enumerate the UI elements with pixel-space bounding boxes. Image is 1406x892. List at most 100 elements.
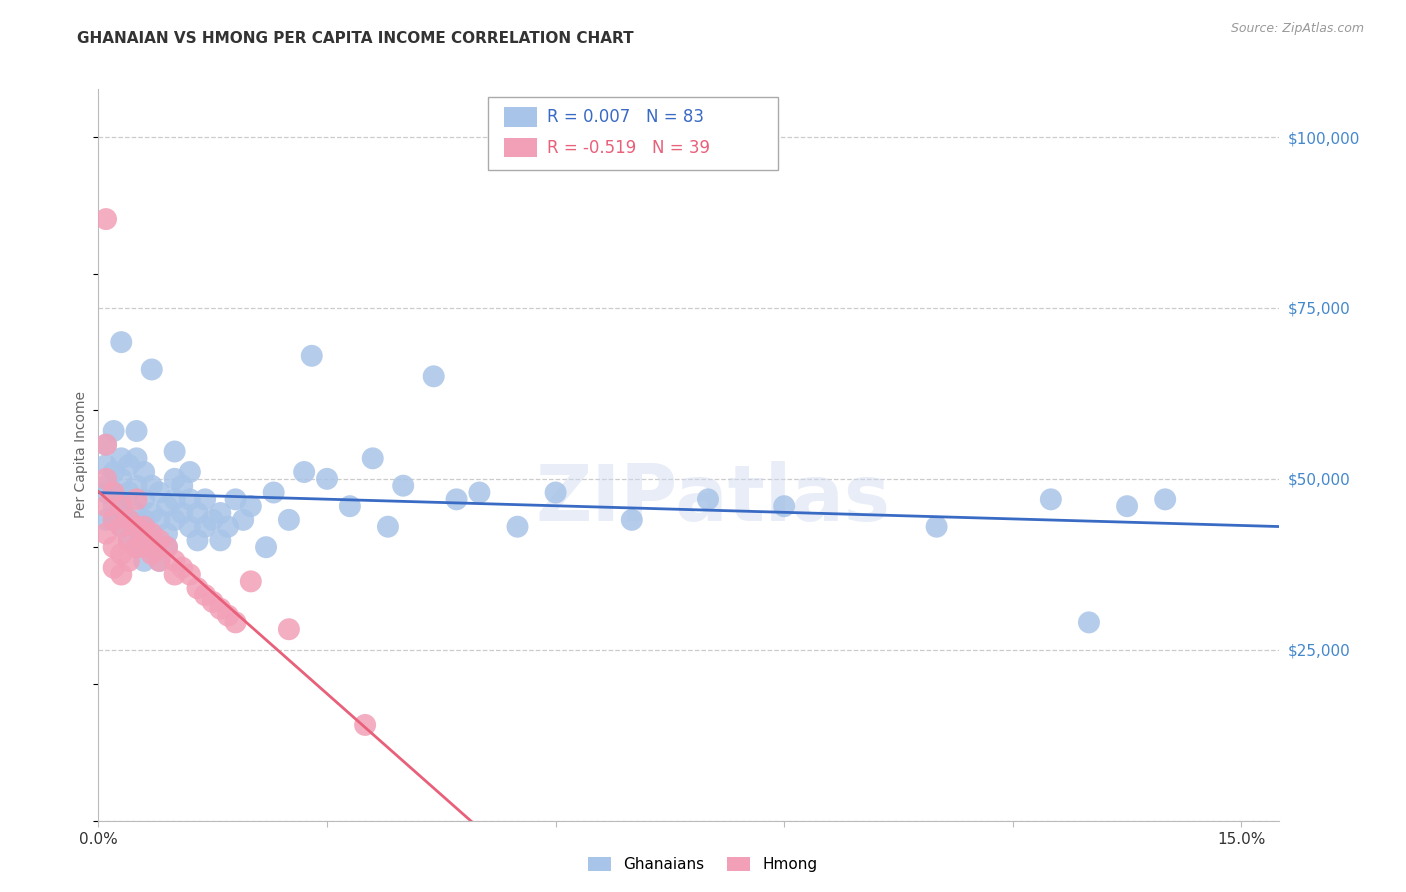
Point [422,369,444,384]
Point [134,519,156,533]
Point [110,451,132,466]
Point [103,513,125,527]
Point [186,533,208,548]
Point [468,485,491,500]
Point [316,472,339,486]
Point [201,513,224,527]
Point [94,513,117,527]
Point [292,465,315,479]
Point [239,499,262,513]
Point [110,492,132,507]
Point [103,499,125,513]
Point [339,499,361,513]
Point [118,513,141,527]
Point [94,438,117,452]
Text: R = -0.519   N = 39: R = -0.519 N = 39 [547,139,710,157]
Point [110,499,132,513]
Point [125,424,148,438]
Point [194,492,217,507]
Point [94,526,117,541]
Point [141,362,163,376]
Point [697,492,720,507]
Point [125,451,148,466]
Point [179,567,201,582]
Point [134,465,156,479]
Point [148,554,170,568]
FancyBboxPatch shape [488,96,778,169]
Point [125,478,148,492]
Point [392,478,415,492]
Point [94,478,117,492]
Point [377,519,399,533]
Point [1039,492,1062,507]
Point [103,465,125,479]
Point [110,499,132,513]
Point [209,601,232,615]
Point [156,540,179,554]
Point [544,485,567,500]
Point [110,472,132,486]
Point [110,519,132,533]
Point [94,485,117,500]
Point [186,506,208,520]
Point [361,451,384,466]
Point [201,595,224,609]
Point [172,560,194,574]
Point [103,513,125,527]
Point [301,349,323,363]
Point [141,526,163,541]
Point [141,533,163,548]
Point [110,547,132,561]
Point [141,478,163,492]
Point [1154,492,1177,507]
Point [134,513,156,527]
Point [141,506,163,520]
Point [103,424,125,438]
Point [118,485,141,500]
Point [506,519,529,533]
Point [94,458,117,472]
Point [148,513,170,527]
Point [103,485,125,500]
Point [118,458,141,472]
Point [163,472,186,486]
Point [225,615,247,630]
FancyBboxPatch shape [503,107,537,127]
Text: ZIPatlas: ZIPatlas [536,461,890,537]
Point [354,718,377,732]
Point [239,574,262,589]
Point [156,499,179,513]
Point [94,212,117,227]
Point [94,499,117,513]
Point [141,547,163,561]
FancyBboxPatch shape [503,138,537,157]
Point [194,588,217,602]
Y-axis label: Per Capita Income: Per Capita Income [75,392,89,518]
Point [225,492,247,507]
Point [446,492,468,507]
Text: R = 0.007   N = 83: R = 0.007 N = 83 [547,108,704,126]
Point [163,444,186,458]
Point [773,499,796,513]
Point [163,513,186,527]
Point [110,519,132,533]
Point [134,540,156,554]
Point [163,492,186,507]
Point [925,519,948,533]
Point [232,513,254,527]
Point [163,567,186,582]
Point [125,519,148,533]
Point [254,540,277,554]
Point [94,472,117,486]
Point [163,554,186,568]
Point [217,519,239,533]
Point [118,533,141,548]
Text: Source: ZipAtlas.com: Source: ZipAtlas.com [1230,22,1364,36]
Point [134,492,156,507]
Point [1078,615,1101,630]
Point [103,540,125,554]
Legend: Ghanaians, Hmong: Ghanaians, Hmong [581,849,825,880]
Point [148,533,170,548]
Point [134,519,156,533]
Point [209,533,232,548]
